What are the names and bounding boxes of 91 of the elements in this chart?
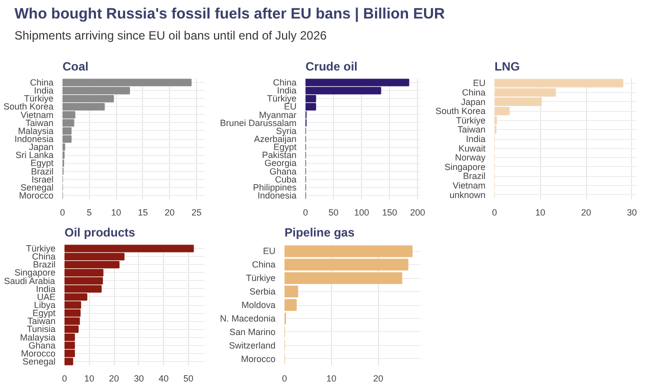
y-tick-label: UAE xyxy=(36,292,56,302)
x-tick-label: 25 xyxy=(191,208,202,218)
y-tick-label: Cuba xyxy=(274,174,296,184)
y-tick-label: India xyxy=(36,284,56,294)
y-tick-label: South Korea xyxy=(3,102,54,112)
chart-title: LNG xyxy=(494,60,520,74)
x-tick-label: 0 xyxy=(492,208,498,218)
y-tick-label: China xyxy=(252,260,276,270)
chart-title: Crude oil xyxy=(306,60,358,74)
y-tick-label: Singapore xyxy=(444,162,486,172)
y-tick-label: EU xyxy=(263,246,276,256)
x-tick-label: 30 xyxy=(626,208,637,218)
y-tick-label: Türkiye xyxy=(24,94,54,104)
y-tick-label: Senegal xyxy=(20,182,54,192)
y-tick-label: Norway xyxy=(454,152,486,163)
y-tick-label: EU xyxy=(473,78,486,88)
y-tick-label: Malaysia xyxy=(18,126,54,136)
y-tick-label: Taiwan xyxy=(25,118,54,128)
y-tick-label: Tunisia xyxy=(26,324,56,334)
chart-title: Pipeline gas xyxy=(284,226,355,240)
y-tick-label: Sri Lanka xyxy=(15,150,54,160)
x-tick-label: 10 xyxy=(84,374,94,384)
y-tick-label: unknown xyxy=(449,190,486,200)
x-tick-label: 50 xyxy=(183,374,194,384)
y-tick-label: Japan xyxy=(460,96,486,107)
y-tick-label: Switzerland xyxy=(228,340,276,350)
chart-title: Coal xyxy=(62,60,89,74)
x-tick-label: 50 xyxy=(328,208,339,218)
x-tick-label: 0 xyxy=(60,208,66,218)
y-tick-label: Singapore xyxy=(14,268,56,278)
y-tick-label: Taiwan xyxy=(457,124,486,135)
y-tick-label: India xyxy=(276,86,297,96)
y-tick-label: Pakistan xyxy=(262,150,297,160)
y-tick-label: Japan xyxy=(28,142,54,152)
y-tick-label: China xyxy=(30,78,54,88)
x-tick-label: 20 xyxy=(581,208,592,218)
y-tick-label: Myanmar xyxy=(258,110,297,120)
y-tick-label: Syria xyxy=(276,126,297,136)
x-tick-label: 20 xyxy=(373,374,384,384)
y-tick-label: Brazil xyxy=(462,171,486,182)
x-tick-label: 40 xyxy=(158,374,169,384)
x-tick-label: 10 xyxy=(326,374,336,384)
y-tick-label: Moldova xyxy=(241,300,276,310)
x-tick-label: 20 xyxy=(109,374,120,384)
x-tick-label: 5 xyxy=(86,208,92,218)
y-tick-label: Malaysia xyxy=(20,332,56,342)
y-tick-label: India xyxy=(466,134,486,144)
y-tick-label: EU xyxy=(284,102,297,112)
x-tick-label: 0 xyxy=(62,374,68,384)
y-tick-label: Türkiye xyxy=(266,94,297,104)
y-tick-label: Taiwan xyxy=(27,316,56,326)
y-tick-label: Israel xyxy=(31,174,54,184)
x-tick-label: 30 xyxy=(134,374,144,384)
x-tick-label: 15 xyxy=(138,208,148,218)
chart-title: Oil products xyxy=(64,226,136,240)
x-tick-label: 0 xyxy=(302,208,308,218)
x-tick-label: 0 xyxy=(282,374,288,384)
x-tick-label: 10 xyxy=(535,208,546,218)
y-tick-label: Kuwait xyxy=(458,143,486,154)
y-tick-label: Egypt xyxy=(30,158,54,168)
y-tick-label: N. Macedonia xyxy=(220,313,276,324)
y-tick-label: Serbia xyxy=(249,286,276,297)
y-tick-label: Libya xyxy=(34,300,56,310)
y-tick-label: Morocco xyxy=(20,348,56,358)
y-tick-label: China xyxy=(272,78,296,88)
y-tick-label: Türkiye xyxy=(456,115,486,126)
y-tick-label: Vietnam xyxy=(20,110,54,120)
y-tick-label: Egypt xyxy=(32,308,56,318)
y-tick-label: Georgia xyxy=(264,158,297,168)
x-tick-label: 200 xyxy=(410,208,426,218)
x-tick-label: 10 xyxy=(111,208,122,218)
y-tick-label: Azerbaijan xyxy=(254,134,297,144)
y-tick-label: Vietnam xyxy=(452,180,486,191)
y-tick-label: Türkiye xyxy=(26,244,56,254)
y-tick-label: Indonesia xyxy=(14,134,54,144)
text: Shipments arriving since EU oil bans until end of July 2026 xyxy=(14,28,327,42)
y-tick-label: China xyxy=(32,252,56,262)
x-tick-label: 20 xyxy=(164,208,175,218)
x-tick-label: 150 xyxy=(382,208,398,218)
y-tick-label: Egypt xyxy=(273,142,297,152)
y-tick-label: Philippines xyxy=(252,182,297,192)
x-tick-label: 100 xyxy=(354,208,370,218)
text: Who bought Russia's fossil fuels after EU bans | Billion EUR xyxy=(14,6,445,22)
y-tick-label: China xyxy=(462,87,486,98)
y-tick-label: South Korea xyxy=(435,106,486,116)
y-tick-label: Senegal xyxy=(22,356,56,366)
y-tick-label: San Marino xyxy=(229,326,276,337)
y-tick-label: Türkiye xyxy=(246,273,276,284)
y-tick-label: India xyxy=(34,86,54,96)
y-tick-label: Morocco xyxy=(240,354,276,364)
y-tick-label: Brazil xyxy=(32,260,56,270)
